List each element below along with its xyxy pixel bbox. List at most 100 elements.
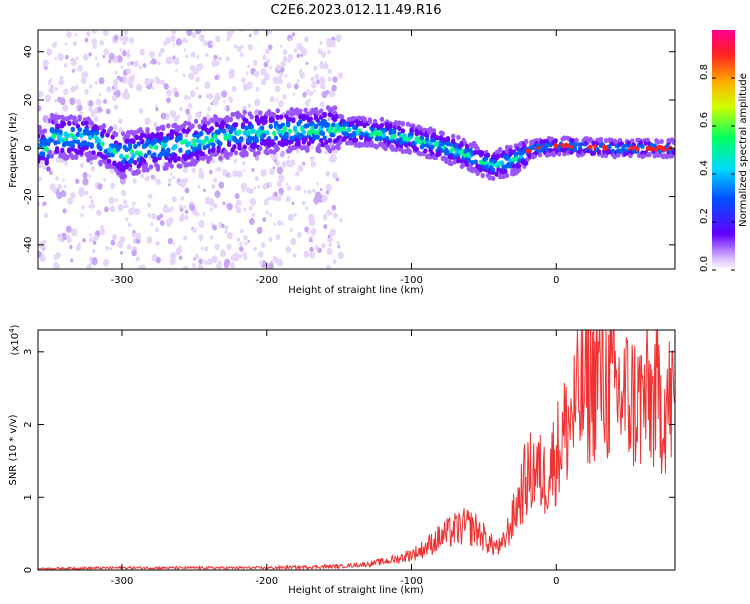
spectrogram-cell: [95, 98, 102, 106]
spectrogram-cell: [90, 166, 95, 172]
spectrogram-cell: [157, 52, 162, 58]
spectrogram-cell: [315, 110, 320, 116]
spectrogram-cell: [84, 190, 89, 196]
spectrogram-cell: [200, 155, 206, 161]
spectrogram-cell: [390, 144, 395, 150]
spectrogram-cell: [39, 254, 46, 263]
spectrogram-cell: [473, 159, 478, 165]
spectrogram-cell: [89, 142, 95, 148]
spectrogram-cell: [303, 136, 308, 143]
spectrogram-cell: [242, 144, 247, 150]
spectrogram-cell: [153, 122, 158, 128]
spectrogram-cell: [228, 71, 235, 80]
spectrogram-cell: [112, 160, 117, 166]
spectrogram-cell: [140, 139, 145, 145]
spectrogram-cell: [621, 143, 626, 149]
spectrogram-cell: [134, 208, 141, 216]
spectrogram-cell: [367, 117, 373, 123]
spectrogram-cell: [267, 44, 273, 51]
spectrogram-cell: [169, 134, 174, 140]
spectrogram-cell: [213, 54, 218, 60]
spectrogram-cell: [60, 137, 65, 143]
spectrogram-cell: [218, 181, 225, 189]
spectrogram-cell: [202, 212, 206, 216]
spectrogram-cell: [97, 183, 103, 190]
spectrogram-cell: [196, 212, 200, 217]
spectrogram-cell: [166, 152, 171, 158]
spectrogram-cell: [38, 250, 42, 258]
spectrogram-cell: [113, 123, 117, 127]
spectrogram-cell: [332, 76, 338, 83]
spectrogram-cell: [556, 151, 562, 157]
spectrogram-cell: [88, 195, 92, 199]
snr-y-tick-label: 3: [23, 349, 34, 355]
spectrogram-cell: [251, 167, 255, 172]
spectrogram-cell: [244, 125, 249, 131]
spectrogram-cell: [132, 201, 136, 207]
spectrogram-cell: [282, 56, 288, 63]
spectrogram-cell: [103, 98, 108, 104]
spectrogram-cell: [178, 204, 183, 209]
spectrogram-cell: [218, 56, 222, 62]
spectrogram-cell: [265, 210, 269, 215]
spectrogram-cell: [53, 140, 58, 146]
spectrogram-cell: [82, 53, 89, 61]
spectrogram-cell: [537, 152, 543, 158]
spectrogram-cell: [252, 143, 258, 149]
spectrogram-cell: [236, 237, 241, 242]
spectrogram-cell: [197, 264, 201, 268]
spectrogram-cell: [77, 127, 82, 133]
spectrogram-cell: [171, 196, 177, 203]
spectrogram-cell: [182, 167, 188, 174]
spectrogram-cell: [183, 235, 188, 241]
spectrogram-cell: [393, 147, 399, 153]
spectrogram-cell: [191, 262, 197, 269]
spectrogram-cell: [191, 167, 196, 174]
spectrogram-cell: [285, 196, 291, 203]
spectrogram-cell: [207, 155, 213, 162]
spectrogram-cell: [74, 33, 78, 37]
spectrogram-cell: [157, 61, 161, 66]
spectrogram-cell: [98, 93, 102, 97]
spectrogram-cell: [326, 209, 332, 216]
spectrogram-cell: [264, 73, 270, 81]
spectrogram-cell: [275, 98, 278, 102]
spectrogram-cell: [337, 72, 344, 79]
spectrogram-cell: [106, 86, 112, 93]
spectrogram-cell: [128, 37, 135, 44]
spectrogram-cell: [209, 152, 214, 158]
spectrogram-cell: [178, 134, 183, 140]
spectrogram-cell: [119, 153, 124, 159]
spectrogram-cell: [56, 123, 62, 129]
spectrogram-cell: [230, 30, 235, 35]
spectrogram-cell: [173, 144, 178, 150]
spectrogram-cell: [41, 151, 46, 157]
spectrogram-cell: [128, 82, 134, 89]
spectrogram-cell: [224, 225, 229, 231]
spectrogram-cell: [136, 169, 141, 175]
spectrogram-cell: [117, 240, 124, 249]
spectrogram-cell: [204, 81, 211, 89]
spectrogram-cell: [183, 265, 189, 269]
spectrogram-cell: [266, 138, 272, 144]
spectrogram-cell: [184, 133, 189, 138]
spectrogram-cell: [490, 167, 496, 173]
spectrogram-cell: [272, 130, 277, 136]
spectrogram-cell: [127, 222, 132, 228]
spectrogram-cell: [218, 155, 223, 161]
spectrogram-cell: [490, 175, 496, 181]
spectrogram-cell: [337, 245, 341, 249]
spectrogram-cell: [442, 137, 447, 143]
spectrogram-cell: [272, 166, 276, 170]
spectrogram-cell: [53, 254, 58, 261]
spectrogram-cell: [67, 120, 72, 127]
spectrogram-cell: [126, 61, 131, 67]
spectrogram-cell: [98, 146, 103, 152]
spectrogram-cell: [91, 257, 98, 266]
spectrogram-cell: [99, 224, 104, 230]
spectrogram-cell: [38, 133, 41, 139]
spectrogram-cell: [228, 151, 234, 157]
spectrogram-cell: [346, 126, 352, 133]
spectrogram-cell: [214, 121, 220, 128]
spectrogram-cell: [276, 166, 283, 175]
